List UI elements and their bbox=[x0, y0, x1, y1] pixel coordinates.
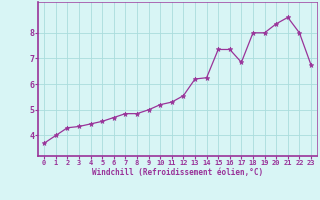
X-axis label: Windchill (Refroidissement éolien,°C): Windchill (Refroidissement éolien,°C) bbox=[92, 168, 263, 177]
